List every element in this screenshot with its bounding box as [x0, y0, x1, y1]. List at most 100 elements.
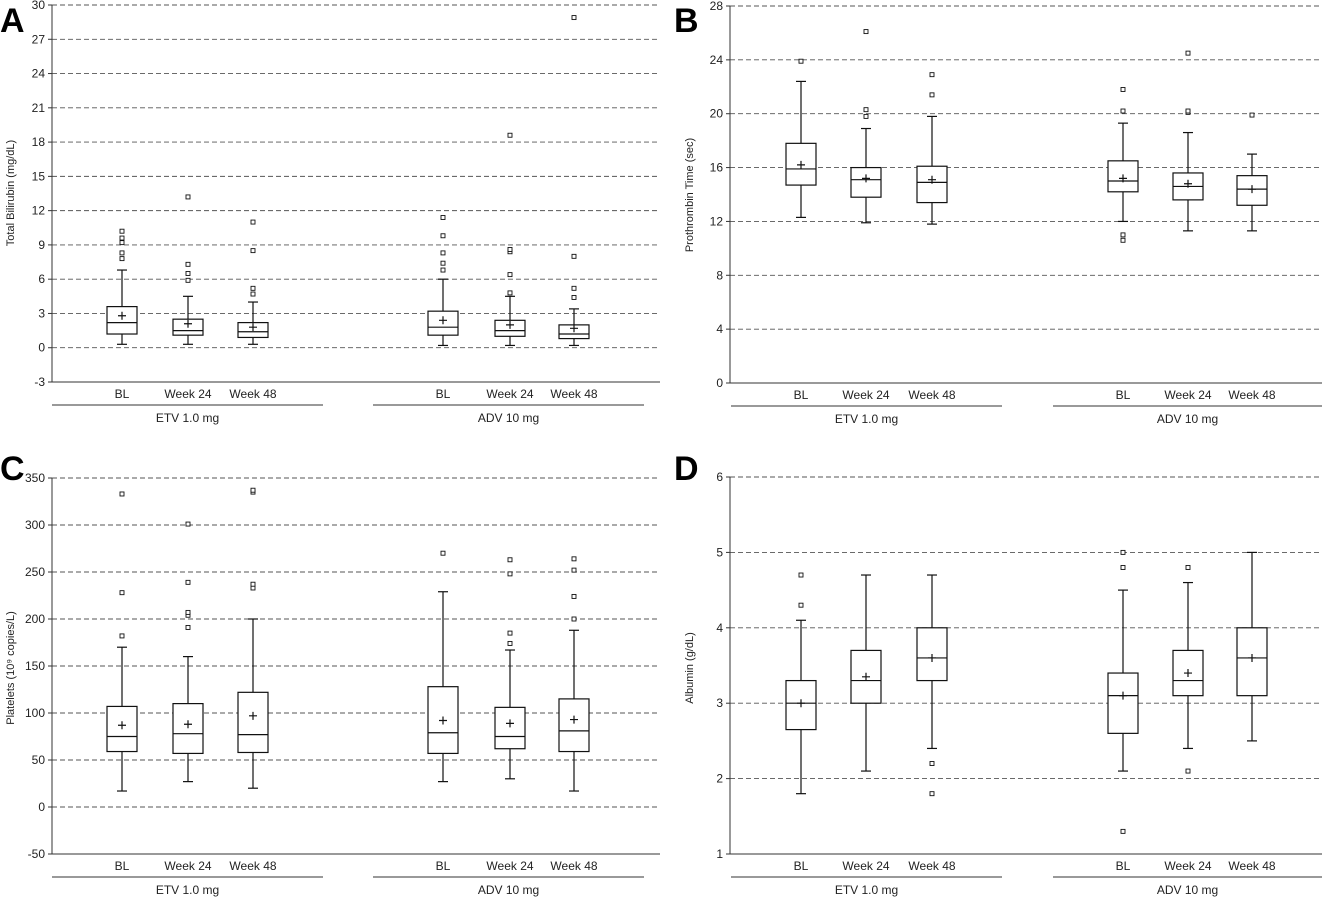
x-category-label: Week 24 — [164, 859, 211, 873]
outlier-point — [1120, 828, 1126, 834]
x-category-label: Week 48 — [550, 859, 597, 873]
box-plot — [106, 491, 138, 792]
outlier-point — [250, 487, 256, 493]
outlier-point — [119, 590, 125, 596]
panel-b: B Prothrombin Time (sec) 0 4 8 12 16 20 24 28 BL W… — [662, 0, 1324, 448]
y-tick-label: 3 — [38, 306, 45, 320]
outlier-point — [929, 761, 935, 766]
box-plot — [916, 574, 948, 797]
chart-d: D Albumin (g/dL) 1 2 3 4 5 6 BL Week 24 Week 48 ET… — [674, 450, 1322, 897]
y-tick-label: 250 — [25, 565, 45, 579]
outlier-point — [507, 557, 513, 563]
outlier-point — [929, 72, 935, 78]
x-category-label: Week 48 — [1228, 859, 1275, 873]
y-tick-label: 300 — [25, 518, 45, 532]
box-plot — [1236, 551, 1268, 742]
box-iqr — [172, 703, 204, 755]
outlier-point — [507, 571, 513, 577]
box-plot — [1107, 87, 1139, 243]
chart-a: A Total Bilirubin (mg/dL) -3 0 3 6 9 12 15 18 21 2… — [0, 0, 660, 425]
y-axis-title: Platelets (10⁹ copies/L) — [5, 611, 17, 725]
y-tick-label: 15 — [32, 169, 46, 183]
x-category-label: BL — [794, 859, 809, 873]
y-tick-label: 18 — [32, 135, 46, 149]
mean-marker — [862, 174, 870, 183]
outlier-point — [798, 572, 804, 578]
outlier-point — [507, 630, 513, 636]
group-label: ADV 10 mg — [478, 883, 539, 897]
outlier-point — [119, 235, 125, 241]
y-tick-label: 16 — [710, 161, 724, 175]
outlier-point — [507, 132, 513, 138]
outlier-point — [571, 295, 577, 300]
y-tick-label: 6 — [38, 272, 45, 286]
outlier-point — [571, 616, 577, 622]
mean-marker — [1248, 185, 1256, 194]
y-tick-label: 8 — [716, 268, 723, 282]
mean-marker — [506, 320, 514, 329]
box-iqr — [558, 698, 590, 753]
mean-marker — [439, 716, 447, 725]
outlier-point — [507, 290, 513, 296]
panel-a: A Total Bilirubin (mg/dL) -3 0 3 6 9 12 15 18 21 2… — [0, 0, 662, 448]
box-plot — [850, 574, 882, 772]
outlier-point — [185, 277, 191, 283]
mean-marker — [249, 323, 257, 332]
mean-marker — [506, 719, 514, 728]
box-plot — [172, 521, 204, 783]
outlier-point — [1185, 768, 1191, 774]
mean-marker — [184, 720, 192, 729]
box-iqr — [1107, 672, 1139, 734]
outlier-point — [440, 215, 446, 220]
outlier-point — [1185, 50, 1191, 56]
box-plot — [1107, 549, 1139, 834]
y-tick-label: 5 — [716, 545, 723, 559]
outlier-point — [119, 256, 125, 262]
y-tick-label: 150 — [25, 659, 45, 673]
panel-letter: A — [0, 2, 25, 40]
y-tick-label: 9 — [38, 238, 45, 252]
mean-marker — [1119, 691, 1127, 700]
plot-layer: Platelets (10⁹ copies/L) -50 0 50 100 150 200 2… — [5, 471, 660, 897]
outlier-point — [250, 285, 256, 291]
mean-marker — [1119, 174, 1127, 183]
box-iqr — [785, 679, 817, 731]
outlier-point — [571, 253, 577, 259]
outlier-point — [440, 250, 446, 256]
box-plot — [785, 572, 817, 795]
y-tick-label: 20 — [710, 107, 724, 121]
y-tick-label: 30 — [32, 0, 46, 12]
group-label: ETV 1.0 mg — [835, 412, 898, 426]
x-category-label: Week 24 — [486, 859, 533, 873]
x-category-label: Week 48 — [229, 859, 276, 873]
x-category-label: Week 24 — [842, 859, 889, 873]
mean-marker — [928, 653, 936, 662]
x-category-label: Week 48 — [908, 388, 955, 402]
outlier-point — [119, 633, 125, 639]
y-tick-label: 28 — [710, 0, 724, 13]
box-plot — [427, 215, 459, 347]
y-tick-label: 50 — [32, 753, 46, 767]
outlier-point — [1120, 565, 1126, 570]
outlier-point — [929, 791, 935, 797]
box-plot — [1172, 50, 1204, 232]
mean-marker — [118, 721, 126, 730]
y-axis-title: Total Bilirubin (mg/dL) — [5, 140, 17, 246]
outlier-point — [1185, 108, 1191, 114]
mean-marker — [862, 672, 870, 681]
box-plot — [237, 487, 269, 789]
outlier-point — [185, 271, 191, 276]
outlier-point — [571, 556, 577, 562]
x-category-label: BL — [794, 388, 809, 402]
outlier-point — [119, 250, 125, 256]
x-category-label: Week 24 — [842, 388, 889, 402]
outlier-point — [1249, 112, 1255, 118]
mean-marker — [797, 160, 805, 169]
outlier-point — [1120, 87, 1126, 92]
mean-marker — [570, 324, 578, 333]
box-plot — [1236, 112, 1268, 232]
outlier-point — [119, 240, 125, 246]
outlier-point — [1120, 108, 1126, 114]
y-tick-label: 24 — [32, 67, 46, 81]
outlier-point — [507, 640, 513, 646]
